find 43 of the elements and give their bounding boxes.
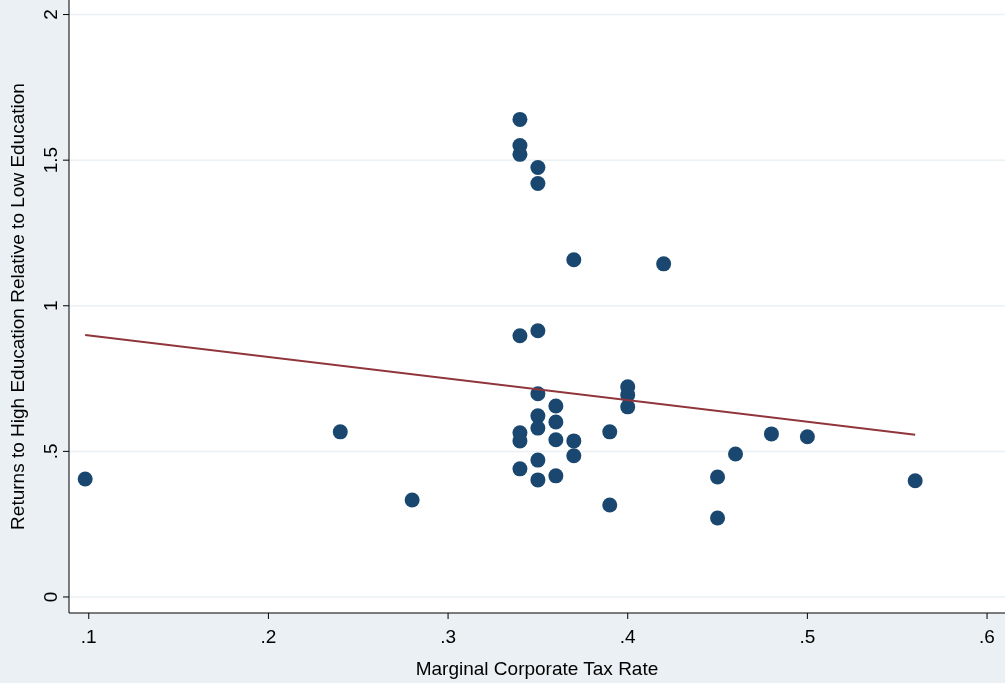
point [404,492,420,508]
point [763,426,779,442]
point [548,468,564,484]
point [548,398,564,414]
point [548,432,564,448]
y-tick-label: 2 [40,9,61,20]
point [530,452,546,468]
point [530,159,546,175]
y-tick-label: 0 [40,591,61,603]
point [566,433,582,449]
point [907,473,923,489]
point [548,414,564,430]
point [512,111,528,127]
point [728,446,744,462]
x-tick-label: .6 [979,626,995,647]
point [77,471,93,487]
point [530,408,546,424]
x-axis-title: Marginal Corporate Tax Rate [415,658,659,679]
x-tick-label: .3 [440,626,456,647]
point [512,461,528,477]
x-tick-label: .1 [80,626,97,647]
point [530,472,546,488]
point [602,424,618,440]
point [710,510,726,526]
point [602,497,618,513]
point [530,323,546,339]
x-tick-label: .5 [799,626,816,647]
y-axis-title: Returns to High Education Relative to Low Education [7,83,28,530]
x-tick-label: .4 [619,626,637,647]
point [332,424,348,440]
point [656,256,672,272]
point [512,328,528,344]
point [530,420,546,436]
point [799,429,815,445]
point [530,175,546,191]
point [710,469,726,485]
y-tick-label: .5 [40,443,61,460]
point [566,448,582,464]
point [620,399,636,415]
x-tick-label: .2 [260,626,277,647]
y-tick-label: 1 [40,300,61,312]
point [566,252,582,268]
y-tick-label: 1.5 [40,146,61,174]
